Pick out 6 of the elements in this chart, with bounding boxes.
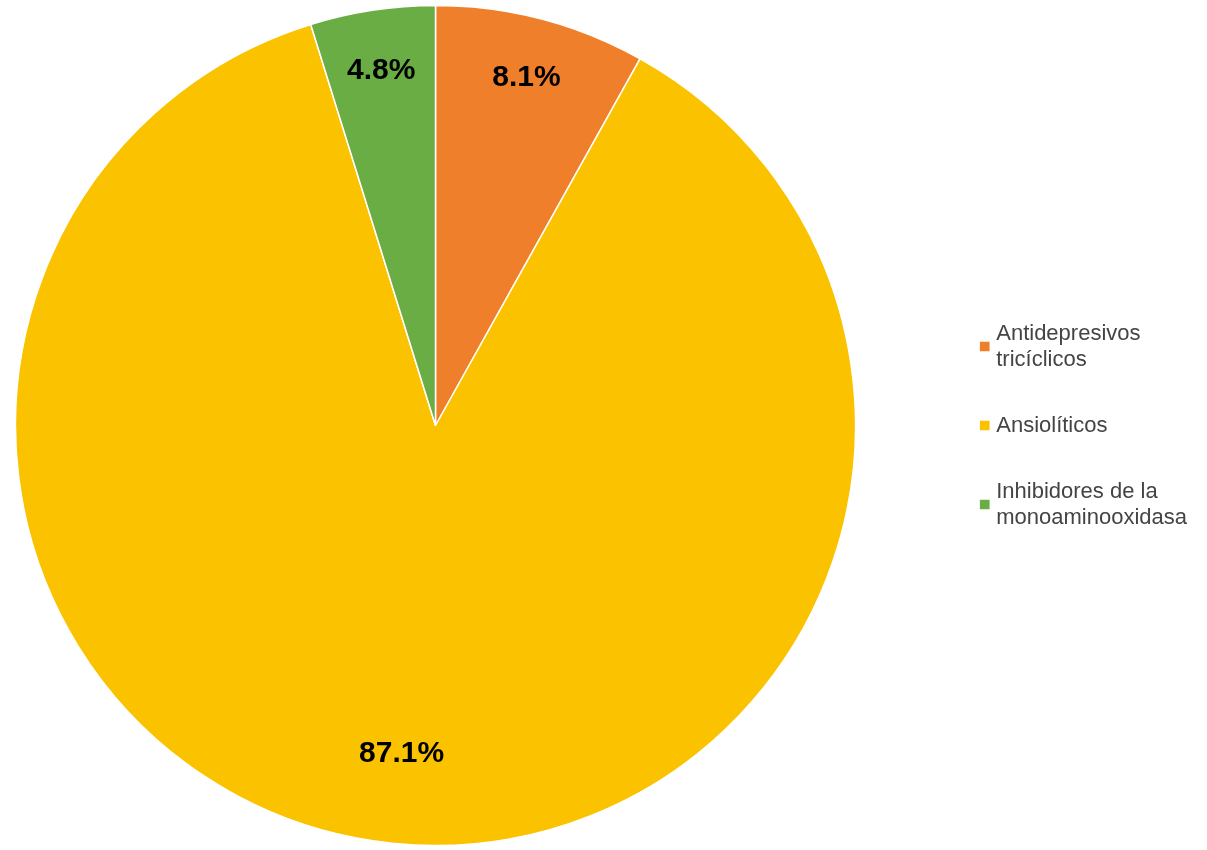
data-label: 4.8%: [347, 51, 416, 85]
data-label: 87.1%: [359, 734, 445, 768]
legend-label: Ansiolíticos: [996, 412, 1108, 438]
legend-label: Inhibidores de la monoaminooxidasa: [996, 478, 1187, 530]
legend-label: Antidepresivos tricíclicos: [996, 320, 1141, 372]
data-label: 8.1%: [492, 59, 561, 93]
